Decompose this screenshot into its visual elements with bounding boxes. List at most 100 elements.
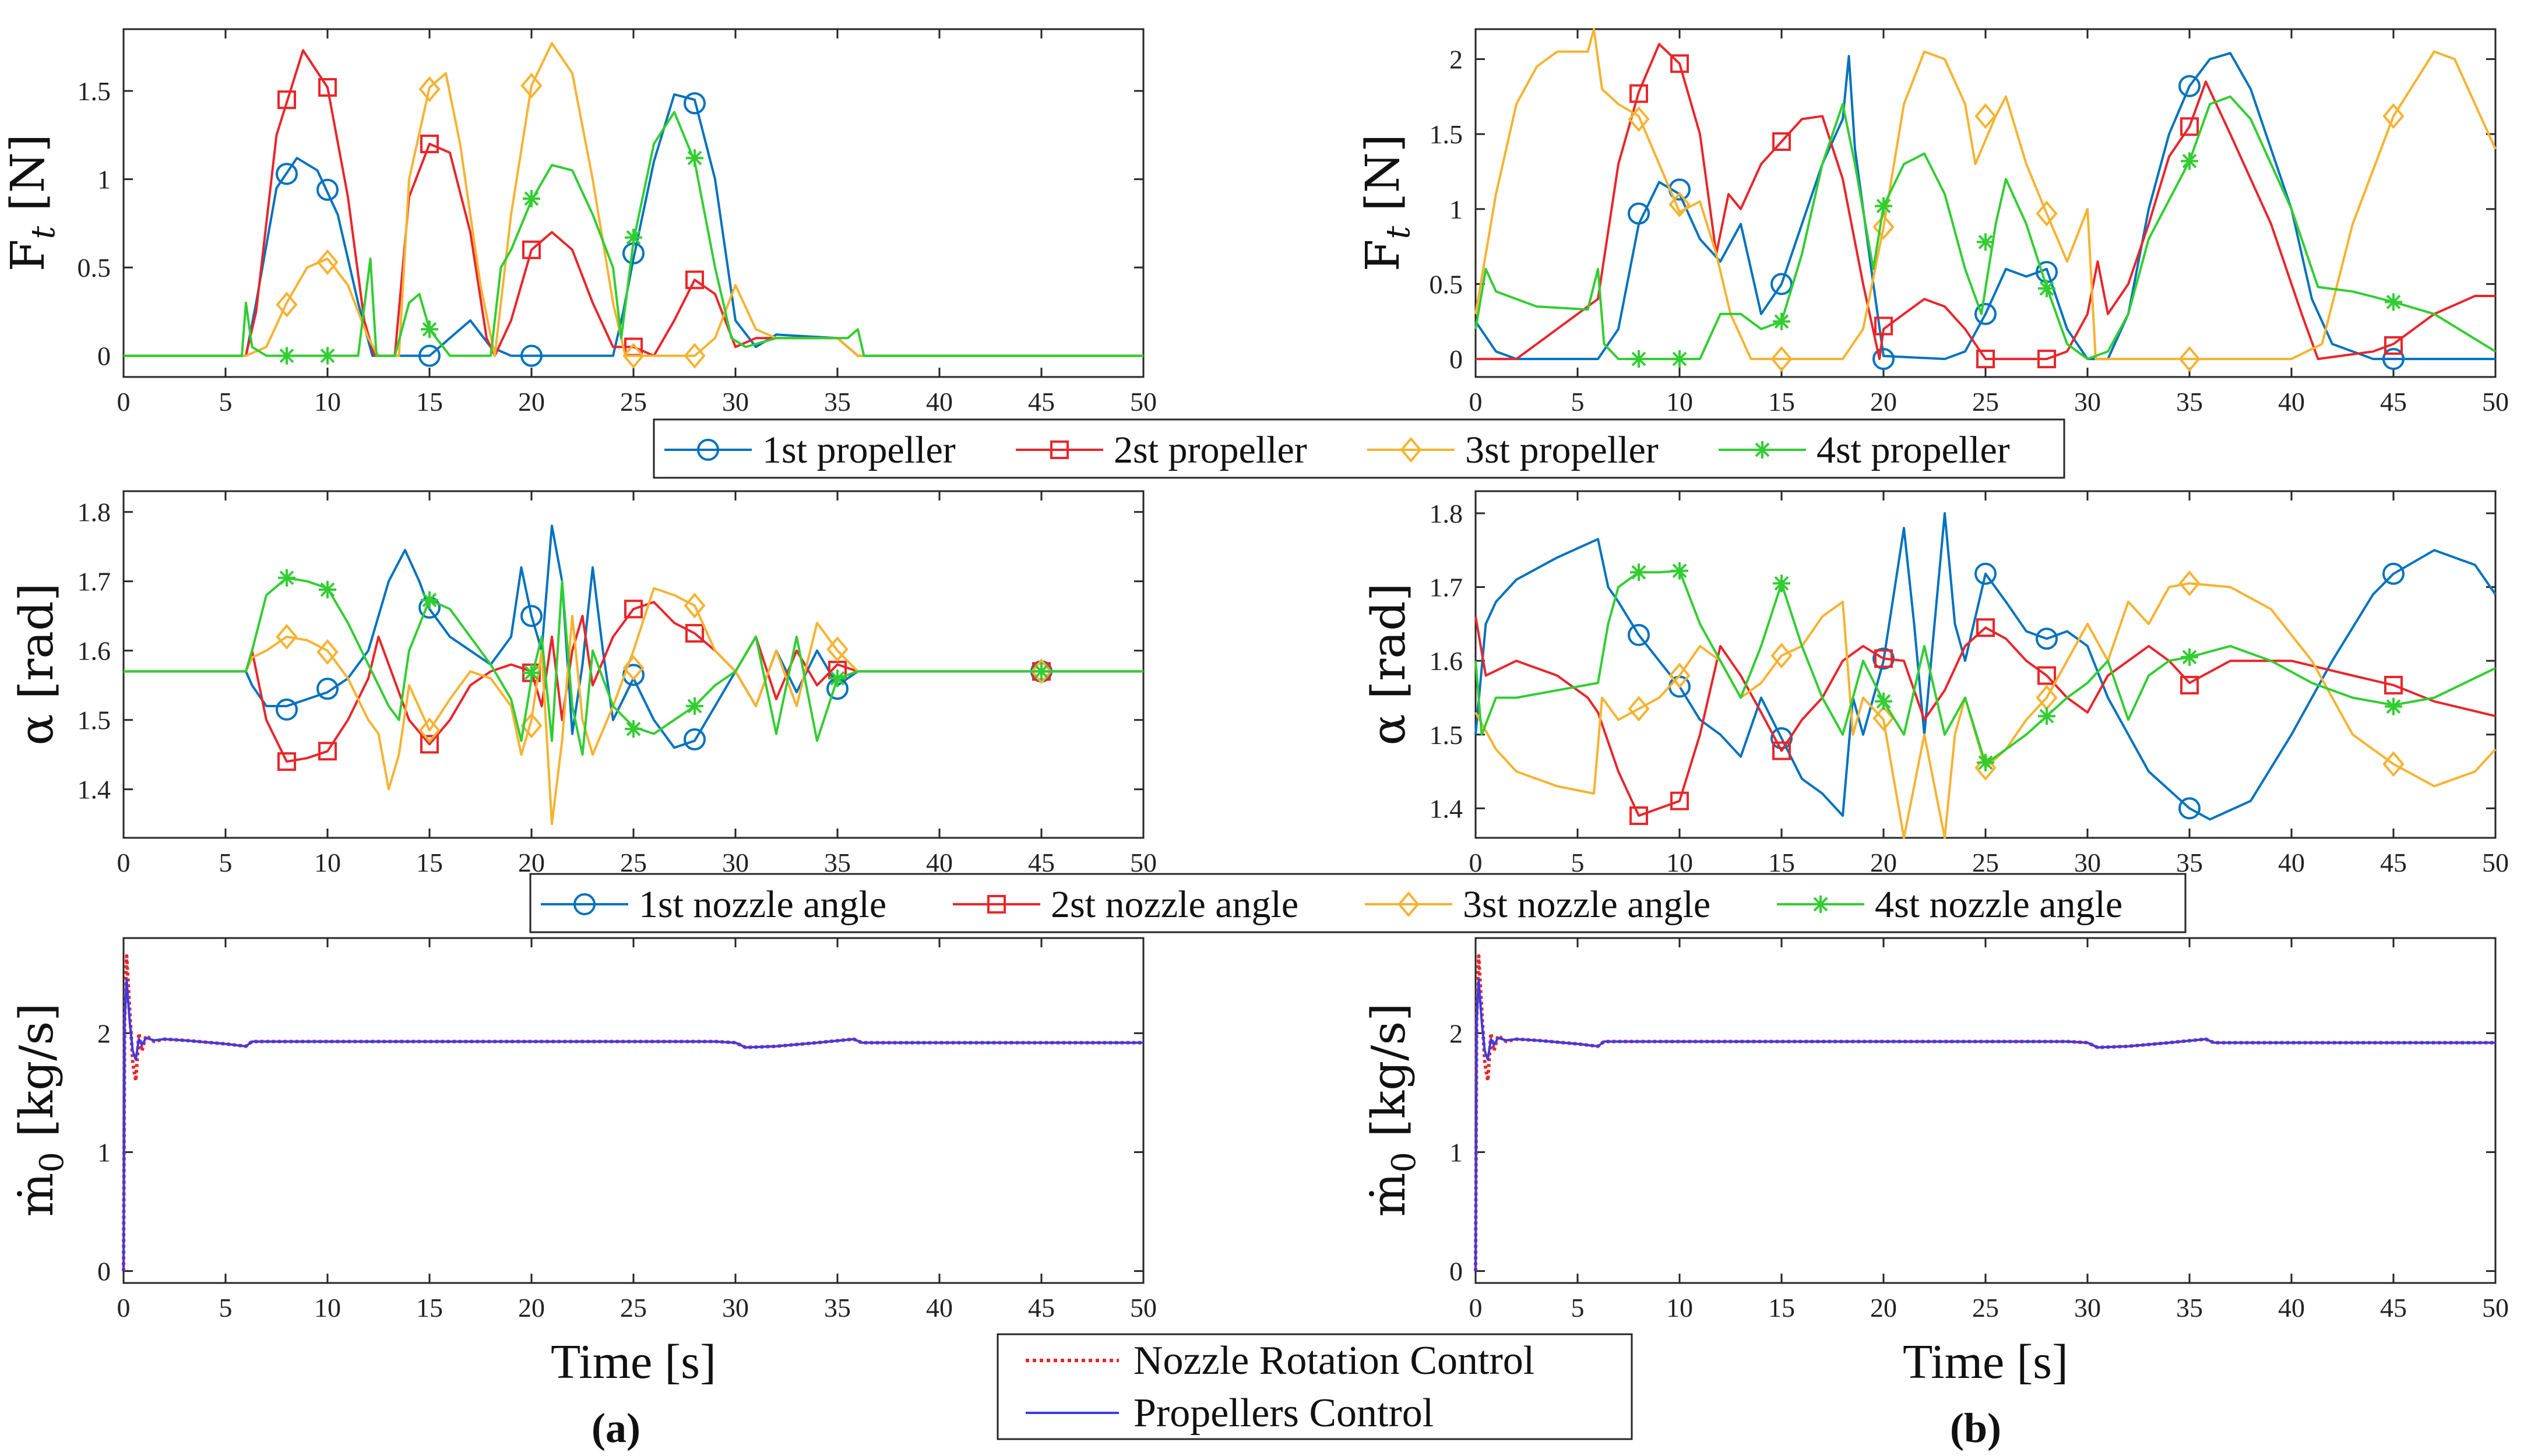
legend-label: 3st propeller xyxy=(1465,429,1659,471)
x-tick-label: 15 xyxy=(1768,387,1795,417)
x-tick-label: 25 xyxy=(1972,387,1999,417)
y-tick-label: 1.8 xyxy=(1430,499,1463,528)
data-marker-circle xyxy=(2382,562,2405,585)
data-marker-circle xyxy=(2036,627,2058,650)
data-marker-diamond xyxy=(1668,191,1691,218)
data-marker-square xyxy=(318,742,337,761)
y-tick-label: 0 xyxy=(1449,344,1463,374)
data-marker-asterisk xyxy=(686,149,703,167)
data-marker-square xyxy=(318,78,337,97)
y-tick-label: 1.7 xyxy=(1430,573,1463,602)
series-line-2 xyxy=(1476,43,2495,361)
x-tick-label: 5 xyxy=(1571,848,1585,877)
data-marker-diamond xyxy=(826,636,849,662)
x-tick-label: 0 xyxy=(117,1293,131,1323)
y-tick-label: 0 xyxy=(97,1257,111,1286)
data-marker-asterisk xyxy=(278,569,295,587)
data-marker-circle xyxy=(1628,623,1650,646)
series-line-2 xyxy=(1474,616,2496,817)
legend-label: 1st propeller xyxy=(762,429,956,471)
data-marker-circle xyxy=(520,605,543,627)
y-tick-label: 1 xyxy=(97,165,111,195)
y-tick-label: 1 xyxy=(1449,195,1463,224)
data-marker-diamond xyxy=(276,291,298,318)
series-line-3 xyxy=(124,587,1143,826)
y-axis-label: Ft [N] xyxy=(1,134,62,272)
y-axis-label: α [rad] xyxy=(9,583,64,745)
data-marker-diamond xyxy=(1770,346,1793,372)
x-tick-label: 45 xyxy=(1028,387,1055,417)
data-marker-circle xyxy=(1770,727,1793,750)
y-tick-label: 2 xyxy=(1449,1018,1463,1048)
x-tick-label: 35 xyxy=(824,848,851,877)
data-marker-asterisk xyxy=(319,580,336,598)
data-marker-diamond xyxy=(2382,103,2405,129)
x-tick-label: 10 xyxy=(314,848,341,877)
data-marker-diamond xyxy=(316,639,339,665)
y-tick-label: 1.5 xyxy=(78,76,111,106)
y-tick-label: 0.5 xyxy=(1430,269,1463,299)
panel-b-angle: 0 5 10 15 20 25 30 35 40 45 50 1.4 1.5 1.6 1.7 1.8 α [r… xyxy=(1361,490,2509,877)
plot-area xyxy=(122,937,1145,1284)
y-tick-label: 1 xyxy=(1449,1137,1463,1167)
data-marker-asterisk xyxy=(2181,648,2198,666)
x-tick-label: 15 xyxy=(416,1293,443,1323)
x-tick-label: 40 xyxy=(2278,387,2305,417)
y-tick-label: 1.5 xyxy=(1430,720,1463,750)
legend-swatch-marker xyxy=(1754,441,1771,459)
panel-a-flow: 0 5 10 15 20 25 30 35 40 45 50 0 1 2 ṁ0 [kg/s] Time [… xyxy=(9,937,1157,1451)
data-marker-asterisk xyxy=(1875,692,1892,710)
data-marker-diamond xyxy=(520,72,543,99)
y-tick-label: 2 xyxy=(97,1018,111,1048)
y-axis-label: ṁ0 [kg/s] xyxy=(1361,1003,1423,1217)
x-tick-label: 30 xyxy=(2074,1293,2101,1323)
legend-label: Nozzle Rotation Control xyxy=(1133,1338,1534,1383)
x-tick-label: 35 xyxy=(824,1293,851,1323)
data-marker-asterisk xyxy=(829,669,846,688)
legend-label: 4st nozzle angle xyxy=(1875,883,2122,926)
legend-box xyxy=(997,1333,1633,1440)
data-marker-diamond xyxy=(1872,705,1895,732)
series-line-2 xyxy=(122,978,1143,1271)
legend-box xyxy=(529,873,2187,933)
y-tick-label: 2 xyxy=(1449,44,1463,74)
x-tick-label: 50 xyxy=(1130,848,1157,877)
x-tick-label: 10 xyxy=(1666,848,1693,877)
legend-label: 1st nozzle angle xyxy=(639,883,886,926)
data-marker-diamond xyxy=(1974,103,1997,129)
data-marker-square xyxy=(1976,618,1995,637)
x-tick-label: 10 xyxy=(1666,387,1693,417)
data-marker-asterisk xyxy=(1875,197,1892,215)
y-tick-label: 1 xyxy=(97,1137,111,1167)
x-tick-label: 10 xyxy=(314,1293,341,1323)
data-marker-square xyxy=(1874,649,1893,668)
data-marker-asterisk xyxy=(278,347,295,365)
x-tick-label: 0 xyxy=(1469,1293,1483,1323)
data-marker-circle xyxy=(1872,348,1895,371)
data-marker-circle xyxy=(1974,562,1997,585)
data-marker-diamond xyxy=(1030,658,1052,685)
data-marker-diamond xyxy=(2382,751,2405,777)
data-marker-diamond xyxy=(684,343,706,369)
data-marker-asterisk xyxy=(1773,312,1790,330)
data-marker-diamond xyxy=(2178,570,2201,597)
series-line-2 xyxy=(124,49,1143,357)
data-marker-square xyxy=(522,240,541,259)
panel-a-force: 0 5 10 15 20 25 30 35 40 45 50 0 0.5 1 1.5 Ft [N] xyxy=(1,28,1157,417)
x-tick-label: 0 xyxy=(1469,387,1483,417)
data-marker-diamond xyxy=(1770,643,1793,669)
x-tick-label: 15 xyxy=(416,387,443,417)
legend-label: 4st propeller xyxy=(1817,429,2010,471)
data-marker-circle xyxy=(418,344,441,367)
data-marker-asterisk xyxy=(523,664,540,682)
y-tick-label: 0.5 xyxy=(78,253,111,283)
x-tick-label: 30 xyxy=(2074,848,2101,877)
data-marker-diamond xyxy=(684,593,706,619)
y-tick-label: 0 xyxy=(97,341,111,371)
panel-label-a: (a) xyxy=(592,1405,640,1451)
data-marker-asterisk xyxy=(1977,233,1994,251)
x-tick-label: 5 xyxy=(1571,1293,1585,1323)
data-marker-circle xyxy=(684,728,706,751)
data-marker-diamond xyxy=(1974,755,1997,781)
